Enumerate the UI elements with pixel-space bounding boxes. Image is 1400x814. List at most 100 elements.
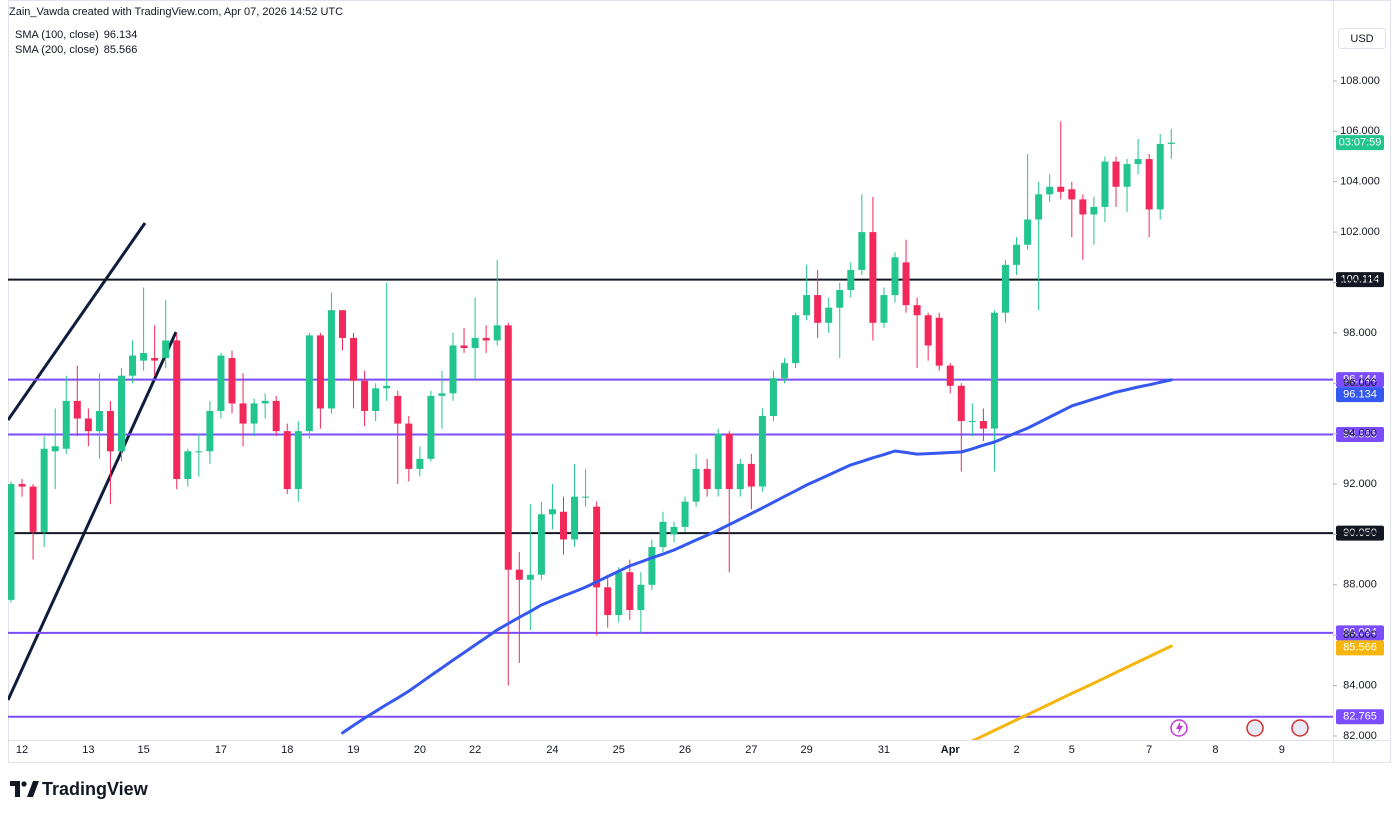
x-tick-label: 12: [16, 744, 28, 756]
sma-line: [971, 644, 1173, 740]
candle-body: [118, 375, 125, 452]
candle-body: [394, 395, 402, 424]
level-badge: [1336, 525, 1384, 541]
x-tick-label: 7: [1146, 744, 1152, 756]
level-badge-label: 86.094: [1343, 627, 1377, 639]
candle-body: [670, 526, 678, 535]
candle-body: [703, 468, 711, 490]
sma-badge-label: 85.566: [1343, 642, 1377, 654]
y-tick-label: 86.000: [1343, 629, 1377, 641]
candle-body: [162, 340, 170, 359]
x-tick-label: 8: [1212, 744, 1218, 756]
legend-value: 85.566: [104, 44, 138, 56]
candle-body: [1068, 189, 1076, 200]
x-tick-label: Apr: [941, 744, 961, 756]
candle-body: [1002, 264, 1009, 313]
y-tick-label: 102.000: [1340, 226, 1380, 238]
event-icon[interactable]: [1291, 719, 1309, 737]
candle-body: [582, 496, 590, 498]
candle-body: [1035, 194, 1043, 220]
y-tick-label: 84.000: [1343, 679, 1377, 691]
candle-body: [648, 547, 656, 585]
candle-body: [250, 403, 258, 424]
candle-body: [604, 587, 612, 616]
candle-body: [84, 418, 92, 432]
candle-body: [1101, 161, 1109, 207]
sma-badge-label: 96.134: [1343, 389, 1377, 401]
candle-body: [1090, 206, 1098, 215]
candle-body: [129, 355, 137, 376]
y-tick-label: 82.000: [1343, 730, 1377, 742]
candle-body: [1167, 142, 1175, 144]
candle-body: [560, 511, 567, 540]
countdown: 03:07:59: [1339, 137, 1382, 149]
candle-body: [51, 446, 59, 452]
candle-body: [537, 514, 545, 575]
candle-body: [294, 431, 302, 490]
x-tick-label: 27: [745, 744, 757, 756]
candle-body: [659, 521, 667, 548]
candle-body: [736, 463, 744, 490]
candle-body: [747, 463, 755, 487]
overlay: 03:07:59 100.114 96.144 96.134 93.965 90.050 8…: [1336, 135, 1384, 725]
candle-body: [792, 315, 800, 364]
level-badge-label: 93.965: [1343, 428, 1377, 440]
x-tick-label: 19: [347, 744, 359, 756]
sma-badge: [1336, 640, 1384, 656]
x-tick-label: 5: [1069, 744, 1075, 756]
candle-body: [1024, 219, 1032, 245]
candle-body: [1134, 159, 1142, 165]
candle-body: [449, 345, 457, 394]
candle-body: [151, 358, 159, 361]
candle-body: [228, 358, 236, 404]
candle-body: [526, 574, 534, 580]
legend-name: SMA (100, close): [15, 29, 99, 41]
logo-mark: [21, 781, 27, 787]
candle-body: [814, 295, 822, 323]
candle-body: [1156, 143, 1164, 210]
candle-body: [261, 400, 269, 404]
candle-body: [482, 337, 490, 341]
level-badge: [1336, 709, 1384, 725]
candle-body: [416, 458, 424, 469]
candle-body: [283, 431, 291, 490]
candle-body: [681, 501, 689, 527]
candle-body: [637, 584, 645, 611]
candle-body: [350, 337, 358, 381]
sma-badge: [1336, 387, 1384, 403]
brand-logo: TradingView: [10, 779, 149, 799]
y-tick-label: 104.000: [1340, 176, 1380, 188]
candle-body: [1046, 186, 1054, 195]
candle-body: [460, 345, 468, 348]
candle-body: [1123, 164, 1131, 187]
event-icon-bolt: [1176, 722, 1183, 734]
currency-box[interactable]: [1338, 28, 1386, 49]
logo-mark: [27, 781, 39, 797]
event-icon[interactable]: [1246, 719, 1264, 737]
candle-body: [106, 410, 114, 452]
y-tick-label: 108.000: [1340, 75, 1380, 87]
candle-body: [493, 325, 501, 341]
x-tick-label: 9: [1279, 744, 1285, 756]
y-tick-label: 90.000: [1343, 528, 1377, 540]
x-tick-label: 2: [1013, 744, 1019, 756]
level-badge: [1336, 427, 1384, 443]
y-tick-label: 100.000: [1340, 276, 1380, 288]
candle-body: [339, 310, 346, 338]
currency[interactable]: USD: [1350, 33, 1373, 45]
candle-body: [515, 569, 523, 580]
candle-body: [1112, 161, 1120, 187]
level-badge-label: 96.144: [1343, 374, 1377, 386]
candle-body: [571, 496, 579, 540]
candle-body: [272, 400, 280, 432]
candle-body: [769, 378, 777, 417]
candle-body: [504, 325, 512, 570]
x-tick-label: 31: [878, 744, 890, 756]
candle-body: [891, 257, 899, 296]
candle-body: [427, 395, 435, 459]
x-tick-label: 18: [281, 744, 293, 756]
x-tick-label: 25: [613, 744, 625, 756]
level-badge-label: 100.114: [1341, 274, 1380, 286]
candle-body: [140, 353, 148, 361]
